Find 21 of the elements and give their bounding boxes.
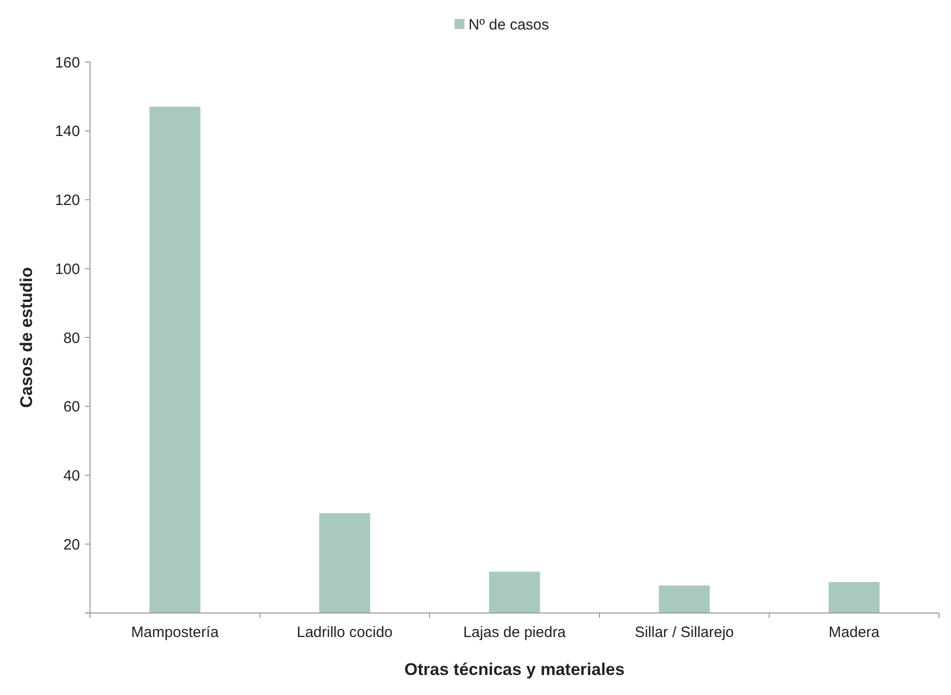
legend-label: Nº de casos (468, 16, 550, 34)
y-tick-label: 100 (54, 260, 80, 278)
y-tick-label: 60 (63, 398, 80, 416)
bar (828, 582, 880, 613)
x-tick-label: Sillar / Sillarejo (634, 624, 734, 641)
y-tick-label: 80 (63, 330, 80, 347)
x-tick-label: Madera (828, 624, 880, 641)
x-tick-label: Lajas de piedra (463, 624, 566, 641)
y-tick-label: 120 (54, 192, 80, 209)
bar (658, 585, 710, 613)
y-axis-title: Casos de estudio (17, 267, 36, 408)
bar (489, 572, 540, 613)
x-tick-label: Ladrillo cocido (296, 624, 393, 641)
y-tick-label: 160 (54, 54, 80, 72)
x-axis-title: Otras técnicas y materiales (404, 660, 625, 679)
bar (149, 106, 200, 613)
y-tick-label: 20 (63, 536, 80, 554)
y-tick-label: 40 (63, 468, 80, 484)
y-tick-label: 140 (54, 123, 80, 140)
x-tick-label: Mampostería (131, 624, 220, 641)
bar (319, 513, 370, 613)
